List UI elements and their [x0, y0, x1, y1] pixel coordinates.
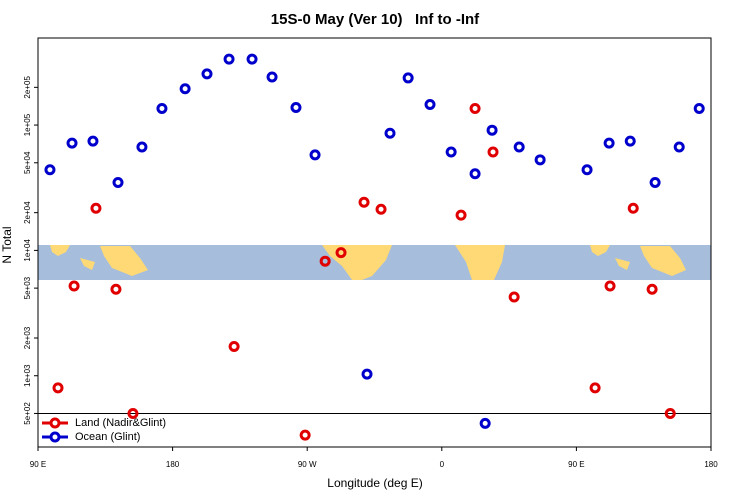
point [361, 368, 373, 380]
point [513, 141, 525, 153]
point [179, 83, 191, 95]
point [136, 141, 148, 153]
point [455, 209, 467, 221]
point [44, 164, 56, 176]
point [156, 103, 168, 115]
plot-frame [37, 37, 712, 448]
y-tick-label: 2e+04 [23, 201, 32, 224]
point [508, 291, 520, 303]
point [664, 407, 676, 419]
point [112, 177, 124, 189]
y-tick-label: 5e+03 [23, 276, 32, 299]
point [246, 53, 258, 65]
point [335, 247, 347, 259]
point [479, 417, 491, 429]
point [693, 103, 705, 115]
y-tick-label: 2e+05 [23, 76, 32, 99]
point [445, 146, 457, 158]
legend-marker [49, 417, 61, 429]
point [627, 202, 639, 214]
point [424, 99, 436, 111]
x-axis-label: Longitude (deg E) [327, 476, 422, 490]
x-tick-label: 0 [440, 460, 445, 469]
y-tick-label: 1e+04 [23, 239, 32, 262]
y-tick-label: 5e+04 [23, 151, 32, 174]
legend-marker [49, 431, 61, 443]
y-axis-label: N Total [0, 226, 14, 263]
y-tick-label: 1e+03 [23, 364, 32, 387]
point [673, 141, 685, 153]
point [266, 71, 278, 83]
point [228, 341, 240, 353]
point [52, 382, 64, 394]
x-tick-label: 90 E [568, 460, 584, 469]
point [486, 124, 498, 136]
y-tick-label: 1e+05 [23, 113, 32, 136]
point [487, 146, 499, 158]
point [299, 429, 311, 441]
point [319, 255, 331, 267]
point [309, 149, 321, 161]
point [589, 382, 601, 394]
point [127, 407, 139, 419]
point [469, 103, 481, 115]
point [358, 196, 370, 208]
x-tick-label: 90 W [298, 460, 317, 469]
point [402, 72, 414, 84]
legend-label: Ocean (Glint) [75, 431, 140, 443]
point [581, 164, 593, 176]
point [646, 283, 658, 295]
x-tick-label: 90 E [30, 460, 46, 469]
point [290, 102, 302, 114]
x-tick-label: 180 [166, 460, 180, 469]
x-tick-label: 180 [704, 460, 718, 469]
point [469, 168, 481, 180]
point [87, 135, 99, 147]
y-tick-label: 5e+02 [23, 402, 32, 425]
chart-title: 15S-0 May (Ver 10) Inf to -Inf [271, 11, 480, 28]
map-strip [38, 245, 711, 280]
point [649, 177, 661, 189]
point [624, 135, 636, 147]
point [66, 137, 78, 149]
point [384, 127, 396, 139]
point [604, 280, 616, 292]
point [375, 203, 387, 215]
point [603, 137, 615, 149]
point [68, 280, 80, 292]
point [110, 283, 122, 295]
point [534, 154, 546, 166]
point [223, 53, 235, 65]
legend-label: Land (Nadir&Glint) [75, 417, 166, 429]
y-tick-label: 2e+03 [23, 326, 32, 349]
point [201, 68, 213, 80]
point [90, 202, 102, 214]
